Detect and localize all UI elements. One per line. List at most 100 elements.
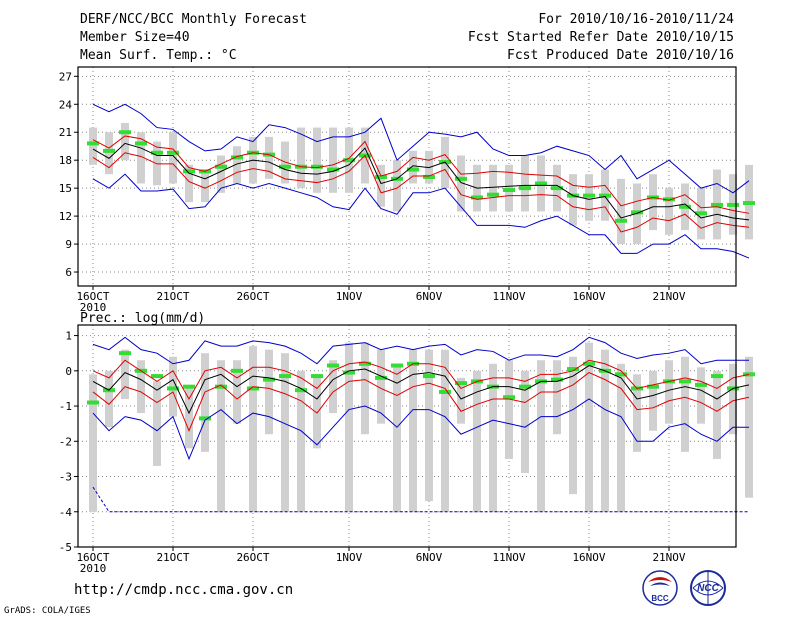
climatology-marker [535, 181, 547, 186]
spread-bar [521, 370, 529, 473]
climatology-marker [87, 400, 99, 405]
climatology-marker [151, 150, 163, 155]
climatology-marker [295, 388, 307, 393]
x-tick-label: 16OCT [76, 290, 109, 303]
climatology-marker [279, 374, 291, 379]
spread-bar [201, 353, 209, 452]
spread-bar [537, 360, 545, 512]
x-year-label: 2010 [80, 562, 107, 575]
x-tick-label: 26OCT [236, 551, 269, 564]
spread-bar [249, 346, 257, 512]
x-tick-label: 1NOV [336, 551, 363, 564]
x-tick-label: 11NOV [492, 290, 525, 303]
y-tick-label: 6 [65, 266, 72, 279]
bcc-logo-text: BCC [651, 594, 669, 603]
climatology-marker [167, 386, 179, 391]
climatology-marker [343, 158, 355, 163]
spread-bar [713, 370, 721, 459]
climatology-marker [343, 370, 355, 375]
spread-bar [153, 381, 161, 466]
climatology-marker [695, 382, 707, 387]
climatology-marker [327, 167, 339, 172]
spread-bar [281, 353, 289, 512]
spread-bar [233, 146, 241, 184]
spread-bar [521, 155, 529, 212]
spread-bar [121, 349, 129, 399]
spread-bar [489, 363, 497, 512]
spread-bar [665, 188, 673, 235]
spread-bar [345, 342, 353, 512]
x-tick-label: 21NOV [652, 551, 685, 564]
climatology-marker [423, 174, 435, 179]
spread-bar [89, 127, 97, 165]
spread-bar [505, 360, 513, 459]
x-tick-label: 16OCT [76, 551, 109, 564]
spread-bar [553, 360, 561, 435]
spread-bar [185, 388, 193, 449]
y-tick-label: 9 [65, 238, 72, 251]
climatology-marker [567, 367, 579, 372]
series-line-max [92, 336, 749, 365]
source-url[interactable]: http://cmdp.ncc.cma.gov.cn [74, 582, 294, 598]
series-line-min [92, 398, 749, 461]
climatology-marker [727, 202, 739, 207]
climatology-marker [375, 174, 387, 179]
climatology-marker [183, 169, 195, 174]
y-tick-label: 0 [65, 365, 72, 378]
spread-bar [601, 349, 609, 512]
climatology-marker [215, 164, 227, 169]
spread-bar [441, 349, 449, 512]
series-line-mean-plus-sd [92, 359, 750, 401]
climatology-marker [583, 361, 595, 366]
precip-panel-title: Prec.: log(mm/d) [80, 311, 205, 326]
spread-bar [201, 169, 209, 203]
spread-bar [297, 127, 305, 189]
spread-bar [585, 342, 593, 512]
x-tick-label: 26OCT [236, 290, 269, 303]
x-tick-label: 16NOV [572, 290, 605, 303]
spread-bar [569, 356, 577, 495]
climatology-marker [263, 377, 275, 382]
y-tick-label: 12 [59, 210, 72, 223]
spread-bar [457, 377, 465, 424]
climatology-marker [503, 188, 515, 193]
agency-logos: BCC NCC [642, 570, 726, 606]
climatology-marker [663, 197, 675, 202]
forecast-produced-date: Fcst Produced Date 2010/10/16 [507, 48, 734, 63]
climatology-marker [103, 148, 115, 153]
y-tick-label: 1 [65, 330, 72, 343]
y-tick-label: 18 [59, 154, 72, 167]
series-line-max [92, 103, 750, 194]
climatology-marker [311, 164, 323, 169]
climatology-marker [375, 375, 387, 380]
spread-bar [393, 367, 401, 512]
climatology-marker [311, 374, 323, 379]
spread-bar [105, 370, 113, 428]
spread-bar [633, 374, 641, 452]
series-line-mean [92, 364, 750, 415]
forecast-period: For 2010/10/16-2010/11/24 [538, 12, 734, 27]
spread-bar [617, 178, 625, 245]
y-tick-label: -1 [59, 400, 72, 413]
spread-bar [361, 342, 369, 435]
climatology-marker [487, 192, 499, 197]
spread-bar [313, 127, 321, 193]
climatology-marker [359, 361, 371, 366]
x-tick-label: 21NOV [652, 290, 685, 303]
spread-bar [729, 363, 737, 435]
climatology-marker [679, 204, 691, 209]
y-tick-label: 27 [59, 70, 72, 83]
spread-bar [265, 349, 273, 435]
climatology-marker [151, 374, 163, 379]
climatology-marker [183, 384, 195, 389]
climatology-marker [391, 363, 403, 368]
precipitation-panel: Prec.: log(mm/d) -5 -4 -3 -2 -1 0 1 16OCT 21OCT 26… [59, 311, 755, 575]
series-line-mean-plus-sd [92, 135, 750, 214]
spread-bar [137, 360, 145, 414]
member-size: Member Size=40 [80, 30, 190, 45]
forecast-started-date: Fcst Started Refer Date 2010/10/15 [467, 30, 734, 45]
climatology-marker [615, 218, 627, 223]
spread-bar [105, 132, 113, 175]
plot-frame [77, 66, 737, 287]
climatology-marker [215, 384, 227, 389]
